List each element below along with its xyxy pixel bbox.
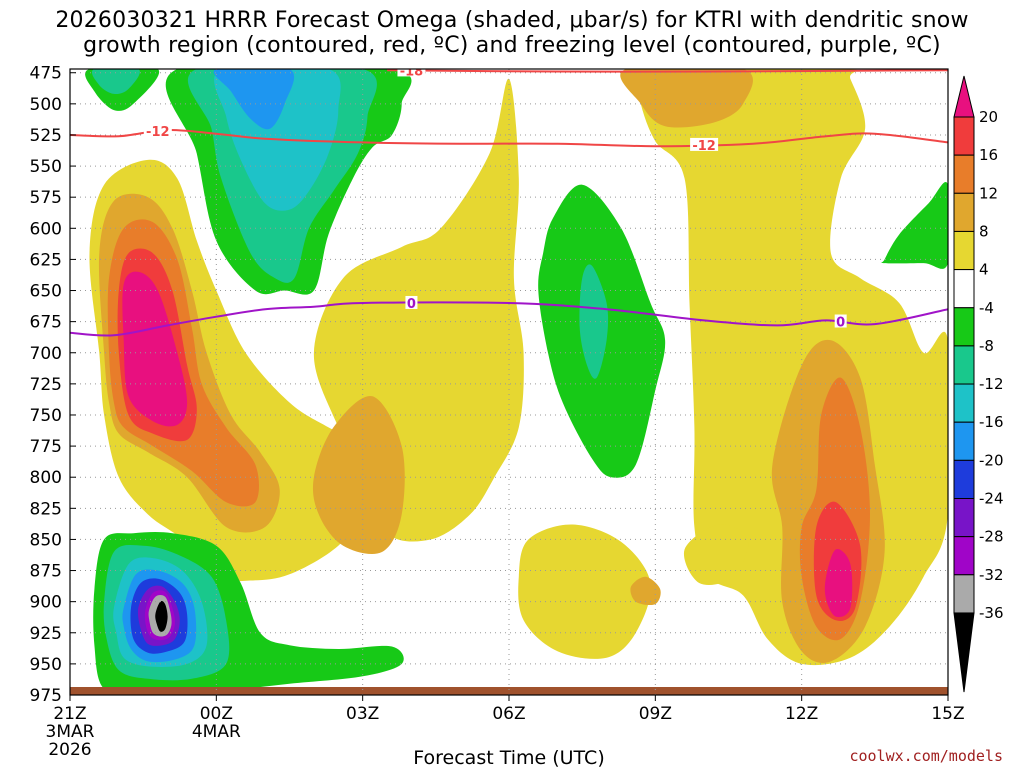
contour-label-0-0: -12: [146, 125, 170, 140]
colorbar-swatch-3: [953, 192, 975, 232]
x-tick-year-0: 2026: [48, 740, 91, 760]
omega-region-pos8-11: [312, 395, 405, 555]
y-tick-label-800: 800: [30, 468, 62, 488]
y-tick-label-725: 725: [30, 375, 62, 395]
contour-label-2-0: 0: [407, 297, 416, 312]
colorbar-swatch-2: [953, 154, 975, 194]
x-tick-label-4: 09Z: [639, 704, 672, 724]
colorbar-swatch-1: [953, 116, 975, 156]
contour-label-bg-2-1: [834, 314, 847, 328]
omega-region-pos4-3: [518, 524, 651, 659]
x-tick-label-6: 15Z: [931, 704, 964, 724]
colorbar-label-12: -32: [979, 566, 1004, 584]
y-tick-label-875: 875: [30, 562, 62, 582]
colorbar-label-3: 8: [979, 222, 989, 240]
x-tick-label-0: 21Z: [53, 704, 86, 724]
credit-link[interactable]: coolwx.com/models: [849, 747, 1003, 765]
chart-title-line2: growth region (contoured, red, ºC) and f…: [83, 33, 941, 58]
x-tick-date-1: 4MAR: [192, 722, 241, 742]
omega-shading: [85, 69, 948, 694]
contour-label-0-1: -12: [692, 139, 716, 154]
ground-surface-band: [70, 687, 948, 695]
omega-region-pos8-12: [620, 69, 753, 128]
colorbar-swatch-5: [953, 269, 975, 309]
chart-title-line1: 2026030321 HRRR Forecast Omega (shaded, …: [55, 8, 969, 33]
x-tick-date-0: 3MAR: [46, 722, 95, 742]
colorbar-label-4: 4: [979, 261, 989, 279]
colorbar-label-1: 16: [979, 146, 998, 164]
y-tick-label-550: 550: [30, 157, 62, 177]
y-tick-label-925: 925: [30, 624, 62, 644]
contour-label-bg-0-0: [143, 124, 172, 138]
x-tick-label-2: 03Z: [346, 704, 379, 724]
colorbar-swatch-10: [953, 459, 975, 500]
x-tick-label-3: 06Z: [492, 704, 525, 724]
y-tick-label-750: 750: [30, 406, 62, 426]
omega-region-neg16-25: [213, 69, 295, 130]
colorbar-swatch-4: [953, 230, 975, 271]
contour-label-1-0: -18: [400, 64, 424, 79]
y-tick-label-675: 675: [30, 313, 62, 333]
omega-region-pos20-28: [824, 549, 853, 618]
y-tick-label-475: 475: [30, 64, 62, 84]
contour-dendritic--18c: [387, 69, 948, 73]
colorbar-label-9: -20: [979, 451, 1004, 469]
y-tick-label-525: 525: [30, 126, 62, 146]
colorbar-swatch-9: [953, 421, 975, 461]
contour-dendritic--12c: [70, 128, 948, 148]
colorbar-arrow-top: [953, 75, 975, 118]
omega-region-neg36-33: [155, 601, 168, 632]
colorbar-swatch-8: [953, 383, 975, 423]
colorbar: 20 16 12 8 4 -4 -8 -12 -16 -20 -24 -28 -32 -36: [953, 75, 1004, 693]
colorbar-label-10: -24: [979, 490, 1004, 508]
contour-freezing-level-0c: [70, 301, 948, 337]
y-tick-label-650: 650: [30, 282, 62, 302]
y-tick-label-825: 825: [30, 499, 62, 519]
x-tick-label-1: 00Z: [200, 704, 233, 724]
colorbar-label-11: -28: [979, 528, 1004, 546]
chart-title: 2026030321 HRRR Forecast Omega (shaded, …: [0, 8, 1024, 58]
colorbar-label-8: -16: [979, 413, 1004, 431]
y-tick-label-950: 950: [30, 655, 62, 675]
x-axis-title: Forecast Time (UTC): [413, 747, 604, 768]
colorbar-label-5: -4: [979, 299, 994, 317]
contour-label-bg-0-1: [690, 137, 719, 151]
y-tick-label-900: 900: [30, 593, 62, 613]
contour-label-bg-2-0: [405, 295, 418, 309]
colorbar-swatch-12: [953, 536, 975, 576]
y-tick-label-775: 775: [30, 437, 62, 457]
omega-region-neg8-15: [91, 69, 140, 95]
x-tick-label-5: 12Z: [785, 704, 818, 724]
colorbar-label-0: 20: [979, 108, 998, 126]
colorbar-swatch-6: [953, 307, 975, 347]
colorbar-label-2: 12: [979, 184, 998, 202]
omega-region-pos20-27: [122, 271, 188, 427]
y-tick-label-975: 975: [30, 686, 62, 706]
contour-label-2-1: 0: [836, 316, 845, 331]
y-tick-label-500: 500: [30, 95, 62, 115]
omega-region-neg4-8: [881, 182, 948, 269]
colorbar-label-7: -12: [979, 375, 1004, 393]
y-tick-label-625: 625: [30, 250, 62, 270]
colorbar-label-6: -8: [979, 337, 994, 355]
colorbar-arrow-bottom: [953, 612, 975, 693]
colorbar-label-13: -36: [979, 604, 1004, 622]
colorbar-swatch-13: [953, 574, 975, 614]
y-tick-label-575: 575: [30, 188, 62, 208]
y-axis: 475 500 525 550 575 600 625 650 675 700 725 750 775 8…: [30, 64, 76, 706]
contour-label-bg-1-0: [397, 69, 426, 77]
y-tick-label-850: 850: [30, 530, 62, 550]
colorbar-swatch-11: [953, 498, 975, 538]
y-tick-label-700: 700: [30, 344, 62, 364]
y-tick-label-600: 600: [30, 219, 62, 239]
omega-region-pos8-14: [630, 576, 661, 606]
temperature-contours: -12 -12 -18 0 0: [70, 64, 948, 337]
colorbar-swatch-7: [953, 345, 975, 385]
omega-region-neg8-17: [579, 264, 609, 379]
